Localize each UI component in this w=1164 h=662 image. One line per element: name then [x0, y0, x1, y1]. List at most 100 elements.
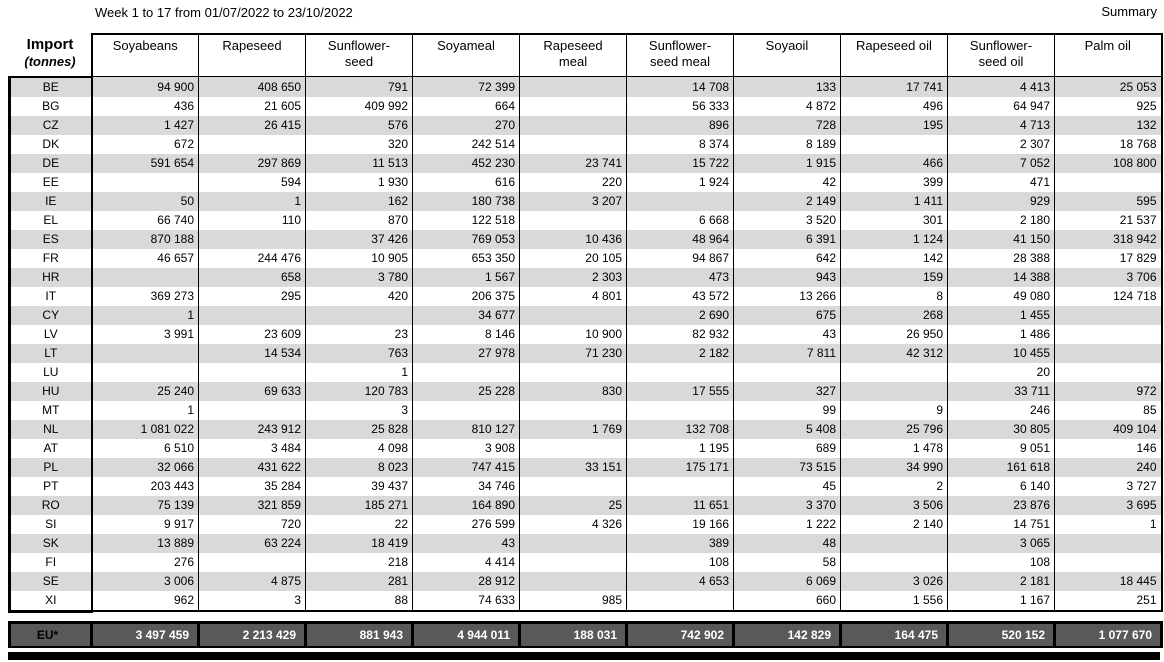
value-cell[interactable]: 1 081 022 [90, 419, 199, 439]
value-cell[interactable]: 870 188 [90, 229, 199, 249]
value-cell[interactable]: 35 284 [198, 476, 306, 496]
value-cell[interactable]: 270 [412, 115, 520, 135]
value-cell[interactable]: 132 [1054, 115, 1163, 135]
value-cell[interactable]: 4 653 [626, 571, 734, 591]
value-cell[interactable] [519, 76, 627, 97]
country-label[interactable]: LT [8, 343, 93, 363]
column-header[interactable]: Soyaoil [733, 33, 841, 77]
value-cell[interactable]: 133 [733, 76, 841, 97]
eu-total-value[interactable]: 742 902 [625, 621, 735, 648]
value-cell[interactable]: 58 [733, 552, 841, 572]
value-cell[interactable]: 1 411 [840, 191, 948, 211]
value-cell[interactable]: 972 [1054, 381, 1163, 401]
value-cell[interactable]: 301 [840, 210, 948, 230]
value-cell[interactable] [626, 191, 734, 211]
country-label[interactable]: LU [8, 362, 93, 382]
value-cell[interactable]: 6 069 [733, 571, 841, 591]
value-cell[interactable]: 452 230 [412, 153, 520, 173]
value-cell[interactable]: 8 146 [412, 324, 520, 344]
value-cell[interactable]: 473 [626, 267, 734, 287]
value-cell[interactable]: 20 [947, 362, 1055, 382]
value-cell[interactable]: 218 [305, 552, 413, 572]
value-cell[interactable]: 747 415 [412, 457, 520, 477]
value-cell[interactable]: 14 708 [626, 76, 734, 97]
value-cell[interactable]: 108 [947, 552, 1055, 572]
value-cell[interactable]: 43 572 [626, 286, 734, 306]
value-cell[interactable]: 25 796 [840, 419, 948, 439]
value-cell[interactable]: 276 599 [412, 514, 520, 534]
value-cell[interactable]: 110 [198, 210, 306, 230]
country-label[interactable]: EE [8, 172, 93, 192]
value-cell[interactable]: 830 [519, 381, 627, 401]
value-cell[interactable]: 496 [840, 96, 948, 116]
country-label[interactable]: MT [8, 400, 93, 420]
value-cell[interactable]: 206 375 [412, 286, 520, 306]
country-label[interactable]: LV [8, 324, 93, 344]
value-cell[interactable]: 870 [305, 210, 413, 230]
value-cell[interactable]: 769 053 [412, 229, 520, 249]
value-cell[interactable]: 2 690 [626, 305, 734, 325]
value-cell[interactable] [519, 438, 627, 458]
value-cell[interactable]: 318 942 [1054, 229, 1163, 249]
value-cell[interactable]: 3 065 [947, 533, 1055, 553]
value-cell[interactable]: 896 [626, 115, 734, 135]
value-cell[interactable] [519, 210, 627, 230]
value-cell[interactable]: 1 769 [519, 419, 627, 439]
country-label[interactable]: DK [8, 134, 93, 154]
value-cell[interactable]: 34 990 [840, 457, 948, 477]
value-cell[interactable]: 3 727 [1054, 476, 1163, 496]
value-cell[interactable]: 664 [412, 96, 520, 116]
value-cell[interactable]: 23 741 [519, 153, 627, 173]
value-cell[interactable] [198, 400, 306, 420]
column-header[interactable]: Sunflower-seed [305, 33, 413, 77]
value-cell[interactable] [1054, 533, 1163, 553]
value-cell[interactable]: 2 140 [840, 514, 948, 534]
value-cell[interactable]: 108 [626, 552, 734, 572]
value-cell[interactable] [1054, 343, 1163, 363]
value-cell[interactable]: 72 399 [412, 76, 520, 97]
value-cell[interactable]: 240 [1054, 457, 1163, 477]
country-label[interactable]: SI [8, 514, 93, 534]
value-cell[interactable] [733, 362, 841, 382]
value-cell[interactable]: 1 486 [947, 324, 1055, 344]
value-cell[interactable]: 320 [305, 134, 413, 154]
value-cell[interactable]: 82 932 [626, 324, 734, 344]
country-label[interactable]: BG [8, 96, 93, 116]
value-cell[interactable]: 4 326 [519, 514, 627, 534]
value-cell[interactable] [519, 400, 627, 420]
value-cell[interactable]: 6 391 [733, 229, 841, 249]
value-cell[interactable] [840, 552, 948, 572]
value-cell[interactable] [519, 533, 627, 553]
value-cell[interactable]: 2 181 [947, 571, 1055, 591]
value-cell[interactable]: 33 151 [519, 457, 627, 477]
value-cell[interactable]: 159 [840, 267, 948, 287]
value-cell[interactable]: 791 [305, 76, 413, 97]
value-cell[interactable] [626, 590, 734, 612]
value-cell[interactable]: 471 [947, 172, 1055, 192]
eu-total-value[interactable]: 164 475 [839, 621, 949, 648]
value-cell[interactable] [412, 400, 520, 420]
country-label[interactable]: ES [8, 229, 93, 249]
value-cell[interactable]: 327 [733, 381, 841, 401]
value-cell[interactable]: 6 140 [947, 476, 1055, 496]
value-cell[interactable]: 420 [305, 286, 413, 306]
value-cell[interactable] [519, 134, 627, 154]
value-cell[interactable]: 466 [840, 153, 948, 173]
value-cell[interactable] [626, 362, 734, 382]
value-cell[interactable]: 18 445 [1054, 571, 1163, 591]
value-cell[interactable]: 1 427 [90, 115, 199, 135]
value-cell[interactable]: 2 303 [519, 267, 627, 287]
value-cell[interactable]: 3 [198, 590, 306, 612]
value-cell[interactable]: 185 271 [305, 495, 413, 515]
value-cell[interactable]: 3 908 [412, 438, 520, 458]
value-cell[interactable]: 4 872 [733, 96, 841, 116]
value-cell[interactable]: 120 783 [305, 381, 413, 401]
value-cell[interactable]: 66 740 [90, 210, 199, 230]
value-cell[interactable]: 1 167 [947, 590, 1055, 612]
value-cell[interactable]: 43 [733, 324, 841, 344]
value-cell[interactable]: 3 370 [733, 495, 841, 515]
value-cell[interactable]: 1 556 [840, 590, 948, 612]
value-cell[interactable]: 616 [412, 172, 520, 192]
value-cell[interactable]: 23 609 [198, 324, 306, 344]
eu-total-value[interactable]: 188 031 [518, 621, 628, 648]
